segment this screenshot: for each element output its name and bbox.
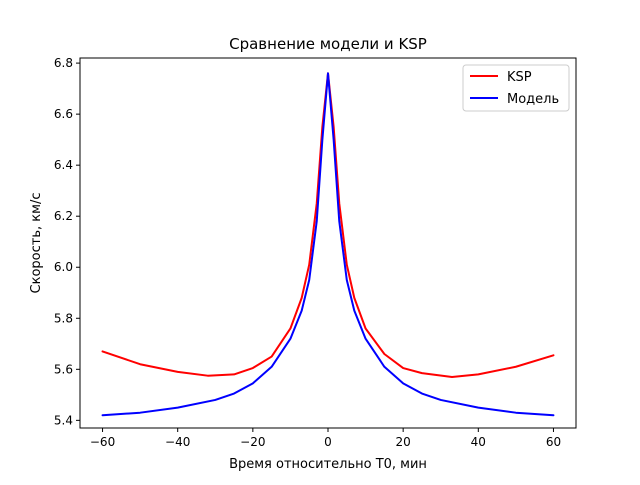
y-axis-label: Скорость, км/с — [29, 193, 44, 294]
y-tick-label: 5.8 — [54, 311, 73, 325]
x-axis-label: Время относительно T0, мин — [229, 457, 427, 472]
series-line-model — [101, 72, 555, 417]
series-line-ksp — [101, 72, 555, 378]
x-tick-label: −60 — [90, 435, 115, 449]
x-axis-ticks: −60 −40 −20 0 20 40 60 — [90, 428, 561, 449]
legend-label-model: Модель — [507, 92, 559, 107]
y-tick-label: 6.0 — [54, 260, 73, 274]
x-tick-label: 20 — [396, 435, 411, 449]
x-tick-label: 60 — [546, 435, 561, 449]
plot-frame — [79, 57, 577, 429]
x-tick-label: 40 — [471, 435, 486, 449]
legend: KSP Модель — [462, 64, 570, 112]
x-tick-label: 0 — [324, 435, 332, 449]
y-tick-label: 6.4 — [54, 158, 73, 172]
legend-label-ksp: KSP — [507, 70, 532, 85]
x-tick-label: −20 — [240, 435, 265, 449]
y-tick-label: 5.4 — [54, 413, 73, 427]
chart-title: Сравнение модели и KSP — [229, 35, 427, 53]
y-tick-label: 5.6 — [54, 362, 73, 376]
x-tick-label: −40 — [165, 435, 190, 449]
series-layer — [101, 72, 555, 417]
y-tick-label: 6.8 — [54, 56, 73, 70]
y-axis-ticks: 5.4 5.6 5.8 6.0 6.2 6.4 6.6 6.8 — [54, 56, 80, 427]
y-tick-label: 6.2 — [54, 209, 73, 223]
y-tick-label: 6.6 — [54, 107, 73, 121]
